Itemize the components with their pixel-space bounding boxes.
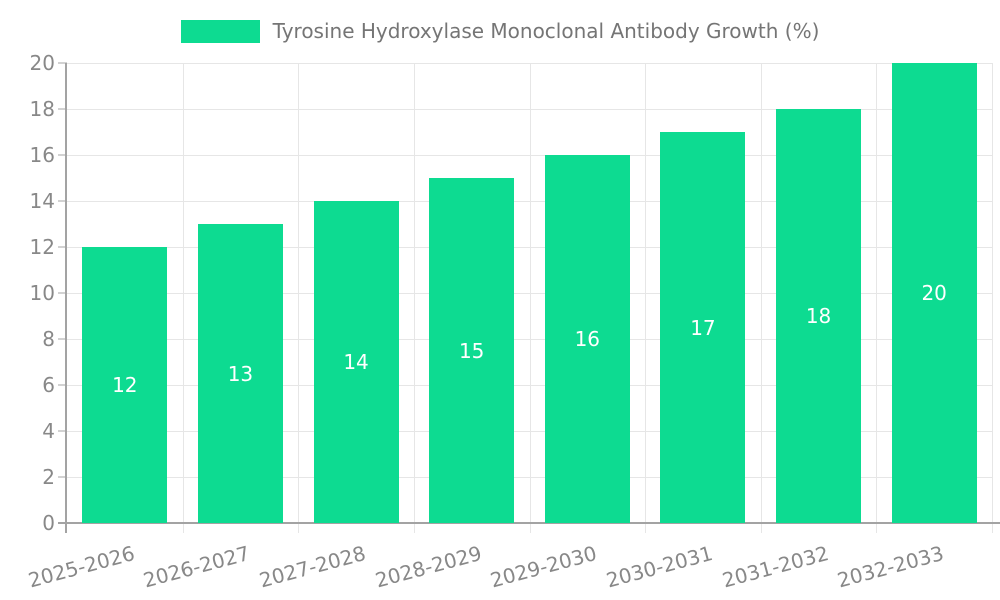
y-axis-tick-label: 18 — [29, 97, 55, 121]
x-axis-tick-label: 2031-2032 — [719, 541, 831, 593]
x-axis-tick-label: 2028-2029 — [372, 541, 484, 593]
y-axis-tick-label: 0 — [42, 511, 55, 535]
x-axis-tick-label: 2029-2030 — [488, 541, 600, 593]
y-tick-mark — [58, 154, 67, 156]
y-tick-mark — [58, 430, 67, 432]
y-axis-tick-label: 6 — [42, 373, 55, 397]
y-tick-mark — [58, 62, 67, 64]
y-tick-mark — [58, 292, 67, 294]
gridline-vertical — [298, 63, 300, 533]
y-axis-tick-label: 10 — [29, 281, 55, 305]
gridline-vertical — [760, 63, 762, 533]
bar-value-label: 13 — [227, 361, 254, 386]
gridline-vertical — [645, 63, 647, 533]
y-tick-mark — [58, 108, 67, 110]
bar-value-label: 16 — [574, 327, 601, 351]
y-tick-mark — [58, 338, 67, 340]
y-axis-tick-label: 8 — [42, 327, 55, 351]
gridline-vertical — [529, 63, 531, 533]
legend[interactable]: Tyrosine Hydroxylase Monoclonal Antibody… — [0, 20, 1000, 43]
bar[interactable] — [776, 109, 862, 523]
bar-value-label: 18 — [805, 304, 832, 328]
y-tick-mark — [58, 384, 67, 386]
y-axis-tick-label: 16 — [29, 143, 55, 167]
bar[interactable] — [544, 155, 630, 523]
legend-swatch[interactable] — [180, 20, 260, 43]
y-tick-mark — [58, 246, 67, 248]
gridline-vertical — [992, 63, 993, 533]
y-axis-tick-label: 14 — [29, 189, 55, 213]
bar[interactable] — [429, 178, 515, 523]
bar-value-label: 14 — [343, 350, 369, 374]
x-axis-tick-label: 2025-2026 — [25, 541, 138, 593]
bar[interactable] — [313, 201, 399, 523]
y-axis-tick-label: 12 — [29, 235, 55, 259]
x-axis-tick-label: 2030-2031 — [603, 541, 716, 593]
gridline-vertical — [413, 63, 415, 533]
y-tick-mark — [58, 476, 67, 478]
bar[interactable] — [197, 224, 283, 523]
bar-value-label: 20 — [921, 281, 947, 305]
bar[interactable] — [82, 247, 168, 523]
x-axis-line — [58, 522, 1000, 524]
gridline-vertical — [876, 63, 878, 533]
bar[interactable] — [891, 63, 977, 523]
legend-label[interactable]: Tyrosine Hydroxylase Monoclonal Antibody… — [272, 19, 820, 43]
y-axis-tick-label: 2 — [42, 465, 55, 489]
bar-value-label: 12 — [112, 373, 138, 397]
y-axis-tick-label: 20 — [29, 51, 55, 75]
gridline-vertical — [182, 63, 184, 533]
y-tick-mark — [58, 200, 67, 202]
x-axis-tick-label: 2032-2033 — [834, 541, 947, 593]
bar-value-label: 15 — [458, 338, 485, 363]
y-axis-tick-label: 4 — [42, 419, 55, 443]
x-axis-tick-label: 2026-2027 — [141, 541, 253, 593]
y-axis-line — [65, 63, 67, 523]
x-axis-tick-label: 2027-2028 — [256, 541, 369, 593]
y-axis-tick — [65, 523, 67, 533]
bar-value-label: 17 — [690, 315, 716, 340]
bar[interactable] — [660, 132, 746, 523]
